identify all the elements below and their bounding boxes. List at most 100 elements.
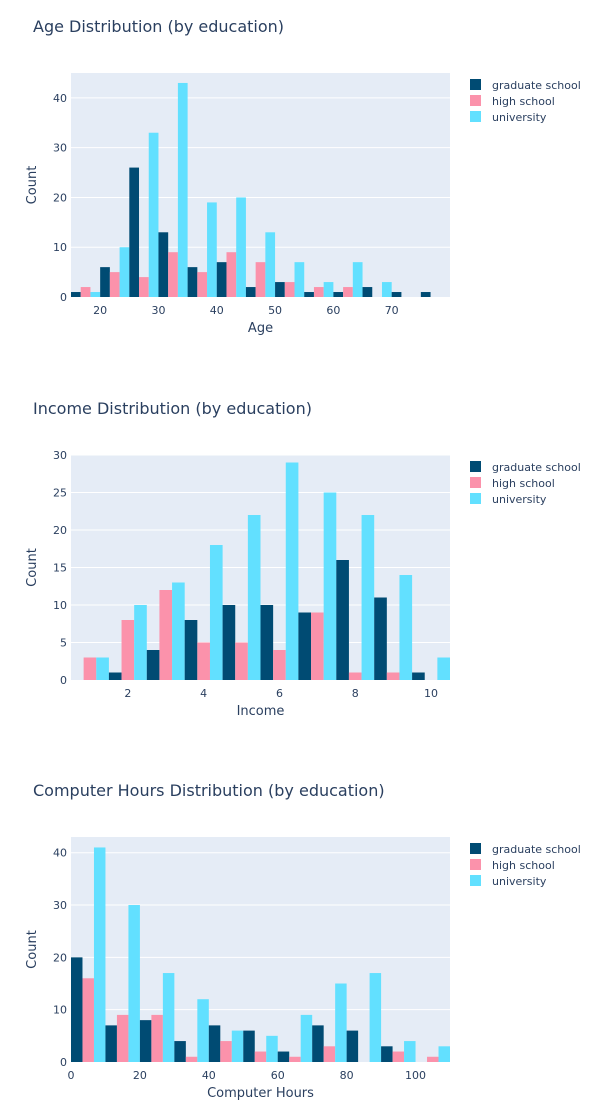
legend-label[interactable]: graduate school <box>492 843 581 856</box>
bar-graduate-school[interactable] <box>298 612 312 681</box>
bar-high-school[interactable] <box>185 1056 198 1062</box>
legend-swatch[interactable] <box>470 493 481 504</box>
bar-graduate-school[interactable] <box>184 620 198 680</box>
legend-swatch[interactable] <box>470 79 481 90</box>
bar-university[interactable] <box>197 999 209 1062</box>
bar-graduate-school[interactable] <box>412 672 425 681</box>
bar-graduate-school[interactable] <box>374 597 387 681</box>
legend-label[interactable]: high school <box>492 477 555 490</box>
bar-graduate-school[interactable] <box>336 560 349 680</box>
legend-swatch[interactable] <box>470 111 481 122</box>
bar-graduate-school[interactable] <box>187 267 198 297</box>
bar-university[interactable] <box>128 905 140 1062</box>
bar-high-school[interactable] <box>109 272 120 297</box>
legend-swatch[interactable] <box>470 859 481 870</box>
bar-university[interactable] <box>285 462 299 681</box>
bar-university[interactable] <box>352 262 363 297</box>
bar-high-school[interactable] <box>255 262 266 297</box>
bar-high-school[interactable] <box>220 1041 232 1062</box>
bar-high-school[interactable] <box>197 272 208 297</box>
bar-graduate-school[interactable] <box>381 1046 393 1062</box>
bar-graduate-school[interactable] <box>139 1020 152 1062</box>
bar-graduate-school[interactable] <box>245 287 256 297</box>
bar-university[interactable] <box>90 292 101 297</box>
legend-swatch[interactable] <box>470 461 481 472</box>
bar-high-school[interactable] <box>289 1056 301 1062</box>
legend-label[interactable]: university <box>492 111 547 124</box>
bar-university[interactable] <box>323 492 337 681</box>
bar-graduate-school[interactable] <box>243 1030 255 1062</box>
bar-high-school[interactable] <box>116 1014 129 1062</box>
bar-high-school[interactable] <box>343 287 353 297</box>
bar-high-school[interactable] <box>392 1051 405 1062</box>
bar-graduate-school[interactable] <box>277 1051 290 1062</box>
bar-graduate-school[interactable] <box>71 957 83 1062</box>
bar-graduate-school[interactable] <box>333 292 344 297</box>
bar-high-school[interactable] <box>348 672 362 681</box>
bar-high-school[interactable] <box>323 1046 336 1062</box>
bar-university[interactable] <box>265 232 276 297</box>
bar-graduate-school[interactable] <box>100 267 110 297</box>
bar-high-school[interactable] <box>284 282 295 297</box>
bar-graduate-school[interactable] <box>174 1041 186 1062</box>
bar-graduate-school[interactable] <box>71 292 81 297</box>
bar-university[interactable] <box>369 973 382 1062</box>
bar-high-school[interactable] <box>313 287 324 297</box>
bar-graduate-school[interactable] <box>391 292 402 297</box>
bar-university[interactable] <box>361 515 375 680</box>
bar-university[interactable] <box>209 545 223 680</box>
bar-graduate-school[interactable] <box>158 232 169 297</box>
bar-graduate-school[interactable] <box>362 287 373 297</box>
bar-graduate-school[interactable] <box>275 282 285 297</box>
bar-university[interactable] <box>266 1035 278 1062</box>
bar-high-school[interactable] <box>139 277 149 297</box>
bar-high-school[interactable] <box>226 252 237 297</box>
bar-graduate-school[interactable] <box>216 262 227 297</box>
bar-university[interactable] <box>231 1030 244 1062</box>
bar-graduate-school[interactable] <box>312 1025 324 1062</box>
legend-label[interactable]: high school <box>492 859 555 872</box>
bar-graduate-school[interactable] <box>146 650 160 680</box>
legend-swatch[interactable] <box>470 843 481 854</box>
bar-high-school[interactable] <box>386 672 400 681</box>
bar-university[interactable] <box>207 202 217 297</box>
bar-university[interactable] <box>93 847 106 1062</box>
bar-university[interactable] <box>134 605 147 680</box>
bar-university[interactable] <box>172 582 185 681</box>
bar-university[interactable] <box>399 575 413 680</box>
bar-high-school[interactable] <box>168 252 178 297</box>
bar-high-school[interactable] <box>197 642 210 681</box>
bar-graduate-school[interactable] <box>420 292 431 297</box>
bar-high-school[interactable] <box>311 612 324 681</box>
legend-swatch[interactable] <box>470 477 481 488</box>
bar-high-school[interactable] <box>121 620 135 680</box>
bar-high-school[interactable] <box>235 642 248 681</box>
bar-university[interactable] <box>162 973 175 1062</box>
bar-high-school[interactable] <box>83 657 97 681</box>
legend-swatch[interactable] <box>470 95 481 106</box>
bar-high-school[interactable] <box>254 1051 267 1062</box>
bar-high-school[interactable] <box>273 650 286 680</box>
legend-label[interactable]: graduate school <box>492 79 581 92</box>
bar-university[interactable] <box>96 657 109 681</box>
bar-university[interactable] <box>148 132 159 297</box>
bar-graduate-school[interactable] <box>260 605 274 680</box>
bar-high-school[interactable] <box>80 287 91 297</box>
bar-high-school[interactable] <box>159 590 173 680</box>
bar-university[interactable] <box>437 657 450 681</box>
bar-university[interactable] <box>177 82 188 297</box>
legend-label[interactable]: high school <box>492 95 555 108</box>
bar-university[interactable] <box>335 983 347 1062</box>
bar-university[interactable] <box>381 282 392 297</box>
bar-university[interactable] <box>119 247 130 297</box>
bar-graduate-school[interactable] <box>108 672 122 681</box>
bar-high-school[interactable] <box>82 978 94 1062</box>
bar-university[interactable] <box>236 197 246 297</box>
bar-university[interactable] <box>294 262 305 297</box>
bar-high-school[interactable] <box>427 1056 439 1062</box>
bar-university[interactable] <box>300 1014 313 1062</box>
bar-high-school[interactable] <box>151 1014 163 1062</box>
bar-graduate-school[interactable] <box>129 167 140 297</box>
legend-label[interactable]: graduate school <box>492 461 581 474</box>
bar-university[interactable] <box>404 1041 416 1062</box>
